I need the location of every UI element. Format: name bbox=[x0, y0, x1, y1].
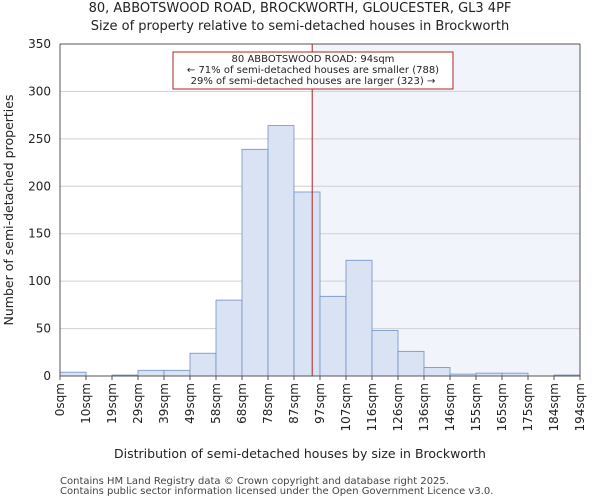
bar-97sqm bbox=[319, 295, 347, 377]
x-tick-label: 126sqm bbox=[391, 383, 405, 431]
x-tick-label: 165sqm bbox=[495, 383, 509, 431]
y-tick-label: 350 bbox=[28, 37, 51, 51]
y-tick-label: 100 bbox=[28, 274, 51, 288]
annotation-border bbox=[172, 51, 454, 90]
x-tick-label: 175sqm bbox=[521, 383, 535, 431]
x-tick-label: 116sqm bbox=[365, 383, 379, 431]
y-tick-label: 250 bbox=[28, 132, 51, 146]
bar-116sqm bbox=[371, 330, 399, 377]
x-tick-label: 136sqm bbox=[417, 383, 431, 431]
y-tick-labels: 0 50 100 150 200 250 300 350 bbox=[28, 37, 51, 383]
chart-title: 80, ABBOTSWOOD ROAD, BROCKWORTH, GLOUCES… bbox=[89, 1, 512, 16]
y-tick-label: 0 bbox=[43, 369, 51, 383]
bar-78sqm bbox=[267, 125, 295, 377]
x-tick-label: 0sqm bbox=[53, 383, 67, 416]
bar-39sqm bbox=[163, 369, 191, 377]
annotation-line-1: 80 ABBOTSWOOD ROAD: 94sqm bbox=[232, 54, 395, 65]
annotation-line-2: ← 71% of semi-detached houses are smalle… bbox=[187, 65, 439, 76]
y-tick-label: 200 bbox=[28, 179, 51, 193]
x-tick-labels: 0sqm 10sqm 19sqm 29sqm 39sqm 49sqm 58sqm 68sqm 7… bbox=[53, 376, 587, 431]
y-tick-label: 300 bbox=[28, 84, 51, 98]
x-tick-label: 10sqm bbox=[79, 383, 93, 424]
bar-49sqm bbox=[189, 352, 217, 377]
x-tick-label: 194sqm bbox=[573, 383, 587, 431]
bar-87sqm bbox=[293, 191, 321, 377]
x-axis-label: Distribution of semi-detached houses by … bbox=[114, 446, 486, 461]
x-tick-label: 49sqm bbox=[183, 383, 197, 424]
x-tick-label: 97sqm bbox=[313, 383, 327, 424]
x-tick-label: 58sqm bbox=[209, 383, 223, 424]
bar-0sqm bbox=[59, 371, 87, 377]
x-tick-label: 184sqm bbox=[547, 383, 561, 431]
bar-68sqm bbox=[241, 148, 269, 377]
x-tick-label: 155sqm bbox=[469, 383, 483, 431]
x-tick-label: 68sqm bbox=[235, 383, 249, 424]
footer-line-1: Contains HM Land Registry data © Crown c… bbox=[60, 476, 449, 487]
bar-58sqm bbox=[215, 299, 243, 377]
x-tick-label: 29sqm bbox=[131, 383, 145, 424]
annotation-box: 80 ABBOTSWOOD ROAD: 94sqm ← 71% of semi-… bbox=[172, 51, 454, 90]
x-tick-label: 107sqm bbox=[339, 383, 353, 431]
y-tick-label: 50 bbox=[36, 322, 51, 336]
x-tick-label: 87sqm bbox=[287, 383, 301, 424]
bar-29sqm bbox=[137, 369, 165, 377]
x-tick-label: 78sqm bbox=[261, 383, 275, 424]
bar-136sqm bbox=[423, 367, 451, 377]
chart-subtitle: Size of property relative to semi-detach… bbox=[91, 19, 509, 34]
bar-126sqm bbox=[397, 350, 425, 377]
y-tick-label: 150 bbox=[28, 227, 51, 241]
x-tick-label: 39sqm bbox=[157, 383, 171, 424]
y-axis-label: Number of semi-detached properties bbox=[1, 95, 16, 326]
bar-107sqm bbox=[345, 259, 373, 377]
bars bbox=[59, 125, 581, 377]
x-tick-label: 146sqm bbox=[443, 383, 457, 431]
x-tick-label: 19sqm bbox=[105, 383, 119, 424]
annotation-line-3: 29% of semi-detached houses are larger (… bbox=[191, 76, 436, 87]
footer-line-2: Contains public sector information licen… bbox=[60, 486, 493, 497]
